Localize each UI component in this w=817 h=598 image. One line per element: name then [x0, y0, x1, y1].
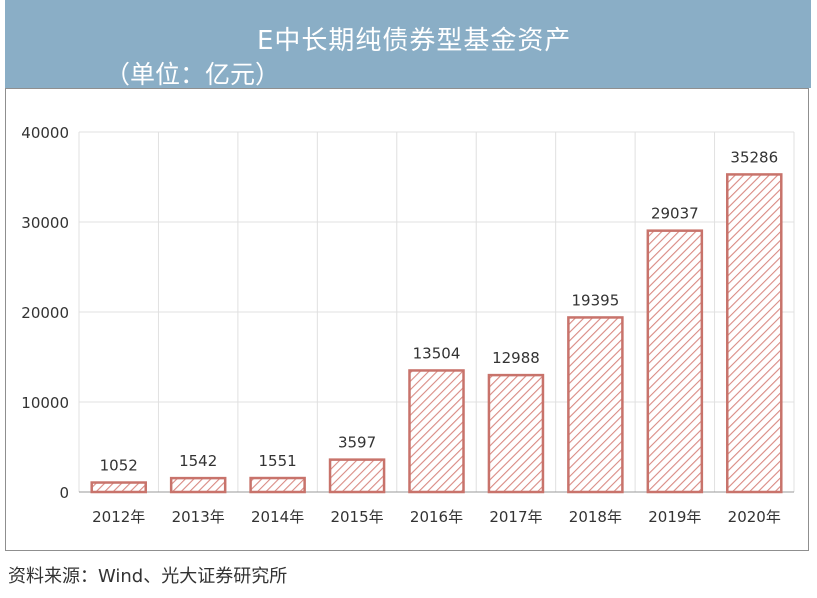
y-tick-label: 30000	[21, 214, 69, 232]
source-note: 资料来源：Wind、光大证券研究所	[8, 566, 288, 587]
bar	[487, 373, 545, 494]
chart-title: E中长期纯债券型基金资产	[257, 26, 572, 56]
bar	[90, 481, 147, 494]
bar-chart: 0 10000 20000 30000 40000 1052 2012年 1542 2013年 1…	[21, 124, 795, 526]
y-tick-label: 0	[59, 484, 69, 502]
y-tick-label: 20000	[21, 304, 69, 322]
bar	[567, 316, 624, 494]
chart-frame: 0 10000 20000 30000 40000 1052 2012年 1542 2013年 1…	[5, 88, 809, 551]
bar	[646, 229, 704, 494]
data-label: 1542	[179, 452, 217, 470]
x-tick-label: 2018年	[569, 508, 622, 526]
data-label: 35286	[730, 148, 778, 166]
x-tick-label: 2014年	[251, 508, 304, 526]
bar	[726, 173, 783, 494]
chart-unit-subtitle: （单位：亿元）	[105, 60, 281, 89]
data-label: 13504	[413, 344, 461, 362]
x-tick-label: 2013年	[172, 508, 225, 526]
bar	[249, 476, 306, 494]
title-banner: E中长期纯债券型基金资产 （单位：亿元）	[5, 0, 811, 89]
x-tick-label: 2020年	[728, 508, 781, 526]
x-tick-label: 2016年	[410, 508, 463, 526]
data-label: 29037	[651, 205, 699, 223]
data-label: 19395	[572, 291, 620, 309]
bar	[169, 476, 227, 494]
x-tick-label: 2015年	[330, 508, 383, 526]
data-label: 3597	[338, 434, 376, 452]
data-label: 1551	[259, 452, 297, 470]
y-tick-label: 10000	[21, 394, 69, 412]
x-tick-label: 2019年	[648, 508, 701, 526]
y-tick-label: 40000	[21, 124, 69, 142]
bar	[328, 458, 386, 494]
data-label: 12988	[492, 349, 540, 367]
data-label: 1052	[100, 457, 138, 475]
bar	[408, 369, 465, 494]
x-tick-label: 2012年	[92, 508, 145, 526]
x-tick-label: 2017年	[489, 508, 542, 526]
